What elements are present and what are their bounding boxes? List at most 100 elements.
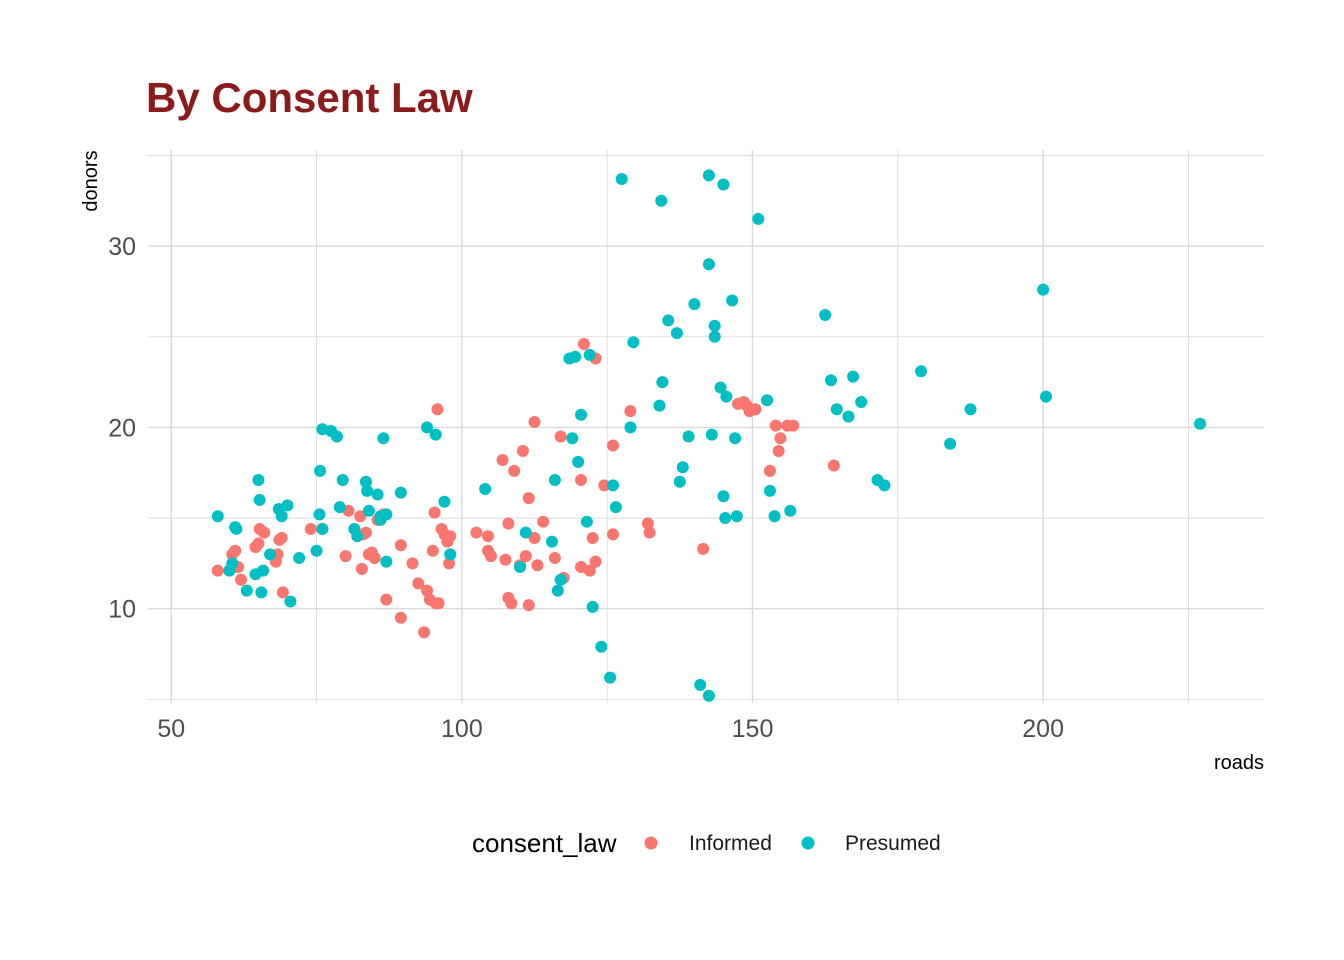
point-presumed [784,504,797,517]
point-informed [522,492,535,505]
x-tick-label: 100 [441,715,483,743]
y-tick-label: 20 [108,414,136,442]
point-informed [554,430,567,443]
chart-title: By Consent Law [146,74,473,121]
point-presumed [604,671,617,684]
point-presumed [313,508,326,521]
point-presumed [580,515,593,528]
point-presumed [819,308,832,321]
x-axis-title: roads [1214,752,1264,774]
point-presumed [842,410,855,423]
point-presumed [763,484,776,497]
point-presumed [253,493,266,506]
point-presumed [314,464,327,477]
point-presumed [717,490,730,503]
x-tick-label: 150 [732,715,774,743]
point-informed [229,544,242,557]
point-informed [235,573,247,586]
point-presumed [257,564,270,577]
point-informed [339,550,352,563]
legend: consent_law Informed Presumed [472,828,941,858]
point-informed [258,526,271,539]
point-presumed [694,678,707,691]
point-informed [641,517,654,530]
point-informed [749,403,762,416]
point-presumed [761,394,774,407]
point-presumed [583,348,596,361]
point-informed [275,532,288,545]
point-presumed [255,586,268,599]
point-presumed [230,522,243,535]
point-presumed [362,504,375,517]
point-presumed [653,399,666,412]
point-informed [575,473,588,486]
point-presumed [729,432,742,445]
legend-key-informed [644,836,658,850]
point-informed [827,459,840,472]
point-informed [586,532,599,545]
point-informed [394,539,407,552]
point-informed [380,593,393,606]
point-presumed [252,473,265,486]
point-presumed [575,408,588,421]
point-presumed [1194,417,1207,430]
point-presumed [566,432,579,445]
point-presumed [847,370,860,383]
point-informed [624,405,637,418]
point-informed [496,454,509,467]
point-presumed [656,376,669,389]
point-presumed [377,432,390,445]
point-presumed [655,194,668,207]
point-presumed [624,421,637,434]
point-informed [421,584,433,597]
legend-label-presumed: Presumed [845,832,941,855]
point-presumed [688,298,701,311]
point-informed [548,551,561,564]
point-presumed [310,544,323,557]
point-presumed [855,396,868,409]
point-presumed [708,330,721,343]
point-presumed [1037,283,1050,296]
point-informed [508,464,521,477]
point-informed [583,564,596,577]
point-presumed [944,437,957,450]
legend-label-informed: Informed [689,832,772,855]
point-presumed [615,173,628,186]
point-informed [528,532,541,545]
point-presumed [702,689,715,702]
point-informed [368,551,381,564]
point-informed [444,530,457,543]
point-presumed [554,573,567,586]
point-presumed [730,510,743,523]
point-informed [522,599,535,612]
point-presumed [726,294,739,307]
point-presumed [714,381,727,394]
point-presumed [361,484,374,497]
point-informed [431,403,444,416]
point-informed [482,530,495,543]
point-informed [519,550,532,563]
y-tick-label: 10 [108,596,136,624]
point-presumed [281,499,294,512]
point-informed [516,444,529,457]
point-informed [787,419,800,432]
point-informed [697,542,710,555]
point-informed [598,479,611,492]
point-informed [499,553,512,566]
point-informed [607,439,619,452]
point-presumed [514,561,526,574]
point-presumed [336,473,349,486]
point-presumed [607,479,619,492]
point-informed [412,577,425,590]
tick-labels: 50 100 150 200 10 20 30 [108,233,1064,743]
point-informed [505,597,518,610]
point-presumed [1040,390,1053,403]
point-informed [276,586,289,599]
point-informed [502,517,515,530]
point-presumed [595,640,608,653]
point-presumed [676,461,689,474]
point-presumed [768,510,781,523]
grid-lines [148,150,1264,703]
point-informed [577,338,590,351]
